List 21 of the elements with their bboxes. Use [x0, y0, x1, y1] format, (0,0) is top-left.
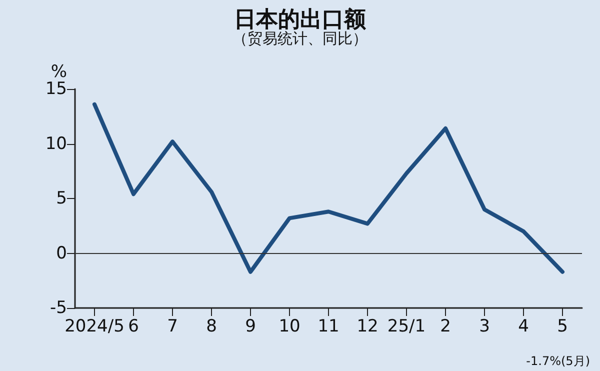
y-tick-label: 10 [45, 134, 67, 154]
y-tick-label: 5 [56, 188, 67, 208]
y-tick-label: 0 [56, 243, 67, 264]
y-tick-label: -5 [50, 298, 67, 318]
x-tick-label: 3 [479, 316, 490, 336]
x-tick-label: 4 [518, 316, 529, 336]
x-tick-label: 10 [278, 316, 300, 336]
x-tick-label: 7 [167, 316, 178, 336]
x-tick-label: 12 [356, 316, 378, 336]
x-tick-label: 5 [557, 316, 568, 336]
x-tick-label: 9 [245, 316, 256, 336]
x-tick-label: 2024/5 [64, 316, 124, 336]
x-tick-label: 6 [128, 316, 139, 336]
x-tick-label: 11 [318, 316, 340, 336]
chart-subtitle: （贸易统计、同比） [232, 30, 368, 48]
x-tick-label: 25/1 [387, 316, 426, 336]
x-tick-label: 8 [206, 316, 217, 336]
chart-title: 日本的出口额 [234, 6, 367, 32]
text: -1.7%(5月) [526, 354, 590, 368]
line-series [92, 102, 564, 274]
x-tick-label: 2 [440, 316, 451, 336]
